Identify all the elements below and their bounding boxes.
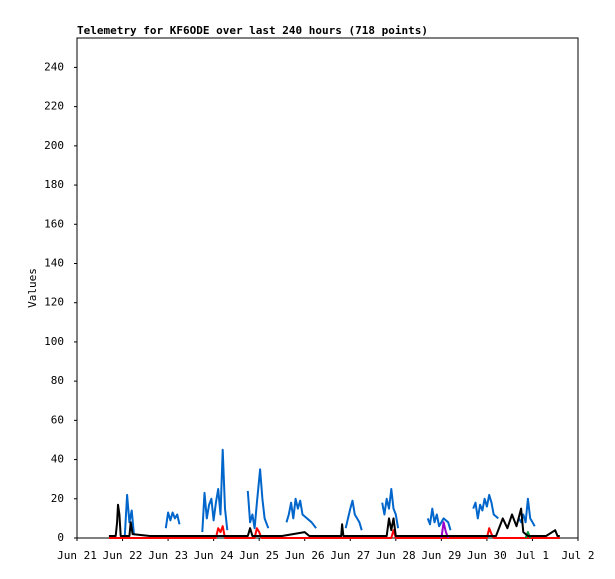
y-tick-label: 20	[51, 492, 64, 505]
y-tick-label: 160	[44, 217, 64, 230]
y-tick-label: 80	[51, 374, 64, 387]
y-tick-label: 60	[51, 413, 64, 426]
x-tick-label: Jun 22	[103, 549, 143, 562]
y-tick-label: 220	[44, 100, 64, 113]
y-tick-label: 140	[44, 256, 64, 269]
series-line	[123, 448, 536, 537]
x-tick-label: Jun 23	[148, 549, 188, 562]
plot-frame	[76, 37, 579, 539]
x-tick-label: Jun 29	[421, 549, 461, 562]
y-tick-label: 180	[44, 178, 64, 191]
y-tick-label: 100	[44, 335, 64, 348]
x-tick-label: Jul 2	[561, 549, 594, 562]
x-tick-label: Jun 21	[57, 549, 97, 562]
x-tick-label: Jun 27	[330, 549, 370, 562]
y-tick-label: 40	[51, 453, 64, 466]
x-tick-label: Jun 26	[285, 549, 325, 562]
y-tick-label: 240	[44, 60, 64, 73]
y-tick-label: 200	[44, 139, 64, 152]
x-tick-label: Jun 30	[467, 549, 507, 562]
x-tick-label: Jun 28	[376, 549, 416, 562]
y-tick-label: 0	[57, 531, 64, 544]
x-tick-label: Jul 1	[516, 549, 549, 562]
y-axis-label: Values	[26, 268, 39, 308]
chart-title: Telemetry for KF6ODE over last 240 hours…	[77, 24, 428, 37]
x-tick-label: Jun 24	[194, 549, 234, 562]
x-tick-label: Jun 25	[239, 549, 279, 562]
series-line	[108, 503, 560, 537]
y-tick-label: 120	[44, 296, 64, 309]
